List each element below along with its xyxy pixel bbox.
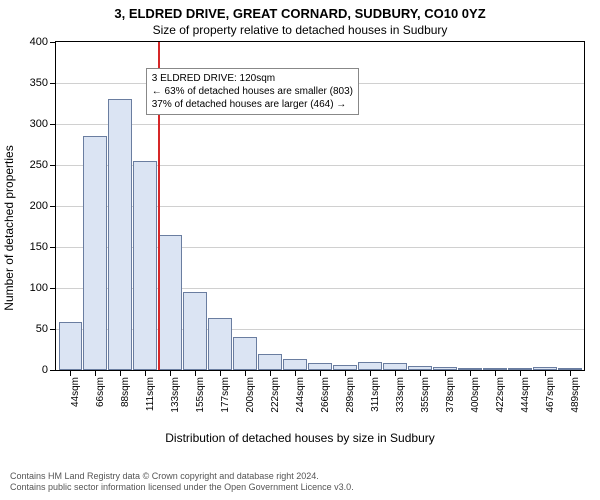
x-tick: 289sqm xyxy=(333,371,358,401)
y-tick-label: 150 xyxy=(30,241,56,253)
bar xyxy=(533,367,557,370)
x-tick-label: 66sqm xyxy=(95,377,106,407)
x-tick: 155sqm xyxy=(182,371,207,401)
bar xyxy=(483,368,507,370)
x-tick-label: 155sqm xyxy=(195,377,206,413)
x-tick-label: 378sqm xyxy=(445,377,456,413)
footer-line2: Contains public sector information licen… xyxy=(10,482,354,494)
bar xyxy=(158,235,182,370)
x-tick-label: 111sqm xyxy=(145,377,156,411)
x-tick: 266sqm xyxy=(307,371,332,401)
x-tick: 378sqm xyxy=(433,371,458,401)
x-tick-label: 467sqm xyxy=(545,377,556,413)
x-tick: 422sqm xyxy=(483,371,508,401)
bar xyxy=(183,292,207,370)
x-tick: 222sqm xyxy=(257,371,282,401)
x-tick-label: 44sqm xyxy=(70,377,81,407)
x-tick: 311sqm xyxy=(358,371,383,401)
x-tick-label: 266sqm xyxy=(320,377,331,413)
x-tick: 133sqm xyxy=(157,371,182,401)
bar xyxy=(83,136,107,370)
y-tick-label: 300 xyxy=(30,118,56,130)
annotation-line2: ← 63% of detached houses are smaller (80… xyxy=(152,85,353,98)
x-tick-label: 400sqm xyxy=(470,377,481,413)
x-tick-label: 200sqm xyxy=(245,377,256,413)
y-tick-label: 200 xyxy=(30,200,56,212)
x-tick-label: 444sqm xyxy=(520,377,531,413)
bar xyxy=(558,368,582,370)
bar xyxy=(308,363,332,370)
annotation-box: 3 ELDRED DRIVE: 120sqm ← 63% of detached… xyxy=(146,68,359,115)
bar xyxy=(358,362,382,370)
page-title: 3, ELDRED DRIVE, GREAT CORNARD, SUDBURY,… xyxy=(0,0,600,21)
bar xyxy=(133,161,157,370)
x-tick-label: 311sqm xyxy=(370,377,381,412)
x-tick-label: 244sqm xyxy=(295,377,306,413)
y-tick-label: 250 xyxy=(30,159,56,171)
x-tick-label: 333sqm xyxy=(395,377,406,413)
x-axis-label: Distribution of detached houses by size … xyxy=(0,431,600,445)
bar xyxy=(283,359,307,370)
x-tick: 400sqm xyxy=(458,371,483,401)
x-tick: 467sqm xyxy=(533,371,558,401)
x-tick: 489sqm xyxy=(558,371,583,401)
bar xyxy=(508,368,532,370)
bar xyxy=(408,366,432,370)
x-tick: 200sqm xyxy=(232,371,257,401)
bar xyxy=(458,368,482,370)
x-tick: 66sqm xyxy=(82,371,107,401)
bar xyxy=(383,363,407,370)
y-axis-label: Number of detached properties xyxy=(2,145,16,310)
bar xyxy=(333,365,357,370)
annotation-line1: 3 ELDRED DRIVE: 120sqm xyxy=(152,72,353,85)
footer: Contains HM Land Registry data © Crown c… xyxy=(10,471,354,494)
y-tick-label: 100 xyxy=(30,282,56,294)
y-tick-label: 0 xyxy=(42,364,56,376)
page-subtitle: Size of property relative to detached ho… xyxy=(0,21,600,41)
bar xyxy=(108,99,132,370)
bar xyxy=(433,367,457,370)
x-tick: 444sqm xyxy=(508,371,533,401)
x-tick: 88sqm xyxy=(107,371,132,401)
bar xyxy=(258,354,282,370)
x-tick: 177sqm xyxy=(207,371,232,401)
x-tick: 244sqm xyxy=(282,371,307,401)
x-tick-label: 222sqm xyxy=(270,377,281,413)
bar xyxy=(208,318,232,370)
bar xyxy=(59,322,83,370)
bar xyxy=(233,337,257,370)
x-tick-label: 422sqm xyxy=(495,377,506,413)
y-tick-label: 400 xyxy=(30,36,56,48)
x-tick: 111sqm xyxy=(132,371,157,401)
x-tick: 44sqm xyxy=(57,371,82,401)
x-ticks: 44sqm66sqm88sqm111sqm133sqm155sqm177sqm2… xyxy=(55,371,585,401)
x-tick-label: 88sqm xyxy=(120,377,131,407)
annotation-line3: 37% of detached houses are larger (464) … xyxy=(152,98,353,111)
x-tick-label: 355sqm xyxy=(420,377,431,413)
y-tick-label: 350 xyxy=(30,77,56,89)
x-tick: 333sqm xyxy=(383,371,408,401)
plot-area: 3 ELDRED DRIVE: 120sqm ← 63% of detached… xyxy=(55,41,585,371)
y-tick-label: 50 xyxy=(36,323,56,335)
x-tick-label: 289sqm xyxy=(345,377,356,413)
chart-container: Number of detached properties 3 ELDRED D… xyxy=(55,41,585,401)
x-tick-label: 489sqm xyxy=(570,377,581,413)
x-tick: 355sqm xyxy=(408,371,433,401)
x-tick-label: 133sqm xyxy=(170,377,181,413)
footer-line1: Contains HM Land Registry data © Crown c… xyxy=(10,471,354,483)
x-tick-label: 177sqm xyxy=(220,377,231,413)
